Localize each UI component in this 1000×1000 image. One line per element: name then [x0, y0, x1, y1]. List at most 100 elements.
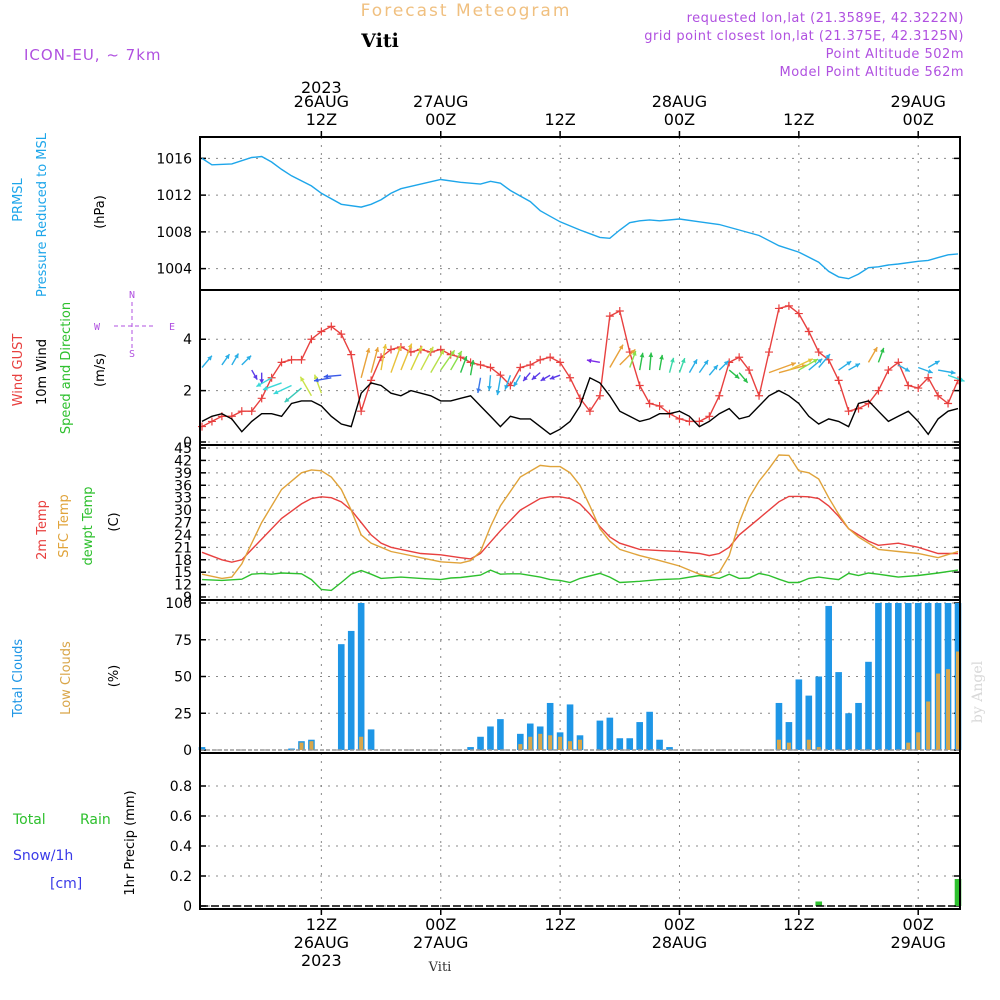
wind-arrow-head	[462, 356, 468, 362]
wind-arrow	[284, 387, 302, 403]
time-axis: 202326AUG12Z12Z26AUG202327AUG00Z00Z27AUG…	[294, 78, 946, 970]
wind-arrow-head	[273, 389, 279, 395]
gust-marker	[207, 417, 216, 426]
wind-arrow-head	[470, 360, 475, 365]
wind-arrow-head	[531, 375, 537, 380]
wind-arrow	[273, 384, 292, 395]
bar-low	[956, 651, 960, 750]
gust-marker	[695, 417, 704, 426]
gust-marker	[645, 399, 654, 408]
bar-low	[548, 735, 553, 750]
wind-arrow-head	[397, 345, 402, 351]
bar-low	[816, 747, 821, 750]
gust-marker	[794, 309, 803, 318]
wind-arrow-shaft	[420, 346, 434, 371]
wind-arrow	[495, 377, 502, 396]
gust-marker	[944, 399, 953, 408]
bar-total	[656, 739, 663, 750]
footer-location: Viti	[428, 960, 452, 975]
wind-arrow	[768, 362, 797, 374]
precip-unit-label: 1hr Precip (mm)	[123, 790, 138, 895]
gust-marker	[247, 407, 256, 416]
wind-arrow-head	[817, 358, 823, 364]
wind-arrow	[917, 366, 933, 374]
wind-arrow	[390, 345, 402, 373]
bar-total	[477, 736, 484, 750]
wind-arrow-head	[262, 385, 268, 391]
y-tick-label: 1012	[156, 188, 192, 204]
dew-label: dewpt Temp	[81, 486, 96, 565]
y-tick-label: 27	[174, 516, 192, 532]
wind-arrow	[513, 374, 521, 387]
wind-arrow	[609, 344, 624, 368]
wind-arrow-head	[692, 359, 698, 365]
wind-arrow	[668, 357, 675, 373]
wind-arrow-head	[680, 358, 686, 364]
wind-arrow-head	[586, 358, 592, 364]
wind-arrow	[420, 346, 434, 371]
gust-marker	[317, 327, 326, 336]
gust-marker	[327, 322, 336, 331]
time-label-bottom: 27AUG	[413, 933, 468, 952]
bar-total	[198, 747, 206, 750]
y-tick-label: 1004	[156, 262, 192, 278]
y-tick-label: 39	[174, 466, 192, 482]
y-tick-label: 2	[183, 384, 192, 400]
y-tick-label: 0.2	[170, 869, 192, 885]
bar-total	[885, 603, 892, 750]
gust-marker	[914, 384, 923, 393]
wind-arrow	[299, 376, 313, 397]
time-label-top: 12Z	[306, 110, 337, 129]
time-label-top: 29AUG	[890, 92, 945, 111]
wind-arrow	[459, 355, 468, 373]
bar-total	[775, 702, 783, 750]
y-tick-label: 24	[174, 528, 192, 544]
y-tick-label: 15	[174, 565, 192, 581]
bar-low	[568, 741, 573, 750]
wind-arrow-head	[300, 376, 305, 382]
bar-low	[359, 736, 364, 750]
gust-marker	[834, 376, 843, 385]
snow-label: Snow/1h	[13, 848, 73, 864]
wind-arrow	[221, 353, 231, 366]
wind-arrow-head	[648, 352, 654, 358]
wind-arrow-head	[259, 379, 265, 384]
y-tick-label: 0.6	[170, 809, 192, 825]
bar-total	[855, 702, 862, 750]
time-label-top: 00Z	[425, 110, 456, 129]
gust-marker	[685, 417, 694, 426]
gust-marker	[257, 394, 266, 403]
bar-low	[946, 669, 951, 750]
wind-arrow	[540, 374, 551, 382]
y-tick-label: 0	[183, 743, 192, 759]
compass-e: E	[169, 322, 175, 333]
wind-arrow-head	[523, 376, 528, 382]
panel-wind: 0 2 4	[183, 289, 965, 451]
gust-marker	[536, 355, 545, 364]
wind-arrow-head	[950, 370, 956, 375]
gust-marker	[924, 373, 933, 382]
gust-marker	[715, 391, 724, 400]
bar-total	[616, 738, 624, 750]
gust-marker	[675, 414, 684, 423]
gust-marker	[784, 301, 793, 310]
y-tick-label: 36	[174, 478, 192, 494]
gust-marker	[566, 373, 575, 382]
time-label-top: 27AUG	[413, 92, 468, 111]
wind-arrow-head	[846, 361, 852, 366]
wind-arrow	[313, 377, 332, 383]
pressure-labels: PRMSL Pressure Reduced to MSL (hPa)	[11, 132, 108, 297]
panel-clouds: 0 25 50 75 100	[165, 596, 962, 759]
time-label-top: 12Z	[783, 110, 814, 129]
gust-marker	[546, 353, 555, 362]
wind-arrow	[262, 382, 282, 391]
wind-arrow-head	[540, 376, 546, 381]
wind-arrow	[323, 373, 342, 379]
sfc-label: SFC Temp	[57, 494, 72, 558]
wind-arrow	[360, 347, 371, 378]
gust-marker	[337, 330, 346, 339]
compass-w: W	[94, 322, 101, 333]
wind-arrow	[798, 358, 819, 371]
gridpoint-coords: grid point closest lon,lat (21.375E, 42.…	[644, 29, 964, 44]
bar-low	[906, 742, 911, 750]
